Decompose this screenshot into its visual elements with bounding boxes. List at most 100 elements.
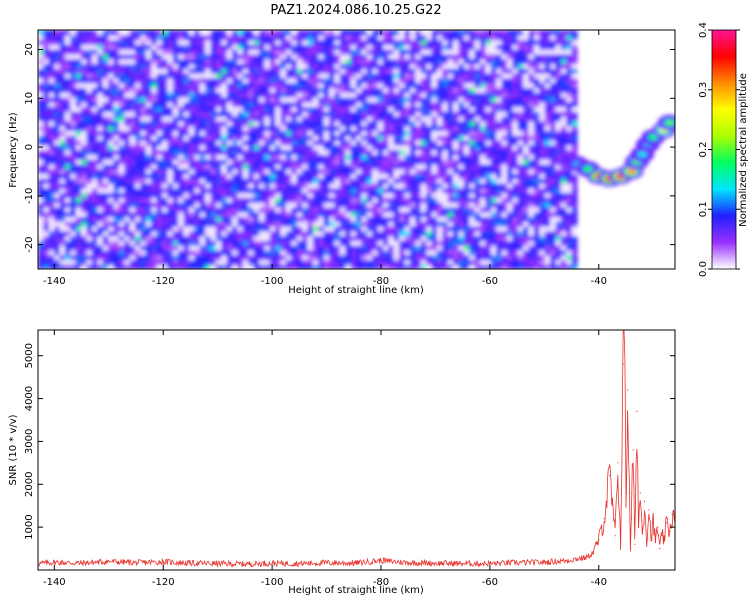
heatmap-cell: [404, 264, 411, 269]
heatmap-cell: [113, 87, 120, 93]
heatmap-cell: [566, 226, 573, 232]
heatmap-cell: [377, 206, 384, 213]
heatmap-cell: [485, 163, 492, 170]
heatmap-cell: [242, 101, 249, 108]
heatmap-cell: [442, 245, 449, 251]
heatmap-cell: [269, 44, 276, 50]
heatmap-cell: [329, 259, 336, 265]
heatmap-cell: [124, 144, 131, 151]
heatmap-cell: [140, 173, 147, 179]
heatmap-cell: [458, 173, 465, 179]
heatmap-cell: [485, 130, 492, 136]
heatmap-cell: [75, 202, 82, 208]
heatmap-cell: [318, 168, 325, 174]
heatmap-cell: [194, 235, 201, 241]
heatmap-cell: [474, 130, 481, 136]
heatmap-cell: [135, 101, 141, 108]
heatmap-cell: [533, 87, 540, 93]
heatmap-cell: [54, 44, 61, 50]
heatmap-cell: [91, 135, 98, 141]
heatmap-cell: [43, 130, 50, 136]
heatmap-cell: [221, 197, 228, 203]
heatmap-cell: [75, 144, 82, 151]
heatmap-cell: [372, 44, 379, 50]
heatmap-cell: [64, 240, 71, 246]
heatmap-cell: [226, 139, 233, 146]
heatmap-cell: [285, 73, 292, 79]
heatmap-cell: [296, 130, 303, 136]
heatmap-cell: [102, 101, 109, 108]
heatmap-cell: [453, 216, 459, 222]
heatmap-cell: [167, 92, 174, 98]
heatmap-cell: [194, 187, 201, 194]
heatmap-cell: [108, 197, 115, 203]
heatmap-cell: [528, 221, 535, 227]
heatmap-cell: [151, 125, 158, 131]
heatmap-cell: [280, 101, 287, 108]
heatmap-cell: [221, 226, 228, 232]
heatmap-cell: [167, 82, 174, 88]
heatmap-cell: [81, 259, 88, 265]
heatmap-cell: [533, 259, 540, 265]
heatmap-cell: [383, 111, 389, 117]
heatmap-cell: [43, 245, 50, 251]
heatmap-cell: [291, 235, 298, 241]
heatmap-cell: [145, 130, 152, 136]
heatmap-cell: [221, 49, 228, 55]
heatmap-cell: [226, 254, 233, 261]
heatmap-cell: [458, 111, 465, 117]
heatmap-cell: [302, 82, 309, 88]
heatmap-cell: [517, 120, 524, 127]
heatmap-cell: [183, 206, 190, 213]
heatmap-cell: [242, 34, 249, 41]
heatmap-cell: [242, 240, 249, 246]
heatmap-cell: [102, 149, 109, 155]
heatmap-cell: [264, 245, 271, 251]
heatmap-cell: [512, 235, 519, 241]
heatmap-cell: [167, 221, 174, 227]
heatmap-cell: [409, 63, 416, 69]
heatmap-cell: [496, 235, 503, 241]
heatmap-cell: [280, 149, 287, 155]
heatmap-cell: [345, 130, 352, 136]
heatmap-cell: [118, 192, 125, 198]
heatmap-cell: [242, 73, 249, 79]
heatmap-cell: [232, 63, 238, 69]
heatmap-cell: [156, 68, 163, 74]
heatmap-cell: [420, 163, 427, 170]
heatmap-cell: [512, 73, 519, 79]
heatmap-cell: [350, 249, 357, 256]
heatmap-cell: [118, 96, 125, 103]
heatmap-cell: [291, 163, 298, 170]
heatmap-cell: [383, 254, 389, 261]
heatmap-cell: [199, 163, 206, 170]
heatmap-cell: [404, 96, 411, 103]
heatmap-cell: [501, 249, 508, 256]
heatmap-cell: [242, 187, 249, 194]
heatmap-cell: [453, 106, 459, 112]
heatmap-cell: [124, 206, 131, 213]
heatmap-cell: [436, 163, 443, 170]
heatmap-cell: [102, 120, 109, 127]
heatmap-cell: [280, 135, 287, 141]
heatmap-cell: [506, 159, 513, 165]
heatmap-cell: [409, 216, 416, 222]
heatmap-cell: [339, 68, 346, 74]
heatmap-cell: [151, 63, 158, 69]
heatmap-cell: [140, 96, 147, 103]
heatmap-cell: [285, 206, 292, 213]
heatmap-cell: [38, 183, 44, 189]
heatmap-cell: [544, 163, 551, 170]
heatmap-cell: [393, 144, 400, 151]
heatmap-cell: [291, 139, 298, 146]
heatmap-cell: [555, 144, 562, 151]
heatmap-cell: [474, 96, 481, 103]
heatmap-cell: [54, 68, 61, 74]
heatmap-cell: [48, 211, 55, 217]
heatmap-cell: [215, 202, 222, 208]
heatmap-cell: [302, 163, 309, 170]
heatmap-cell: [199, 144, 206, 151]
heatmap-cell: [129, 92, 136, 98]
heatmap-cell: [102, 187, 109, 194]
heatmap-cell: [102, 135, 109, 141]
